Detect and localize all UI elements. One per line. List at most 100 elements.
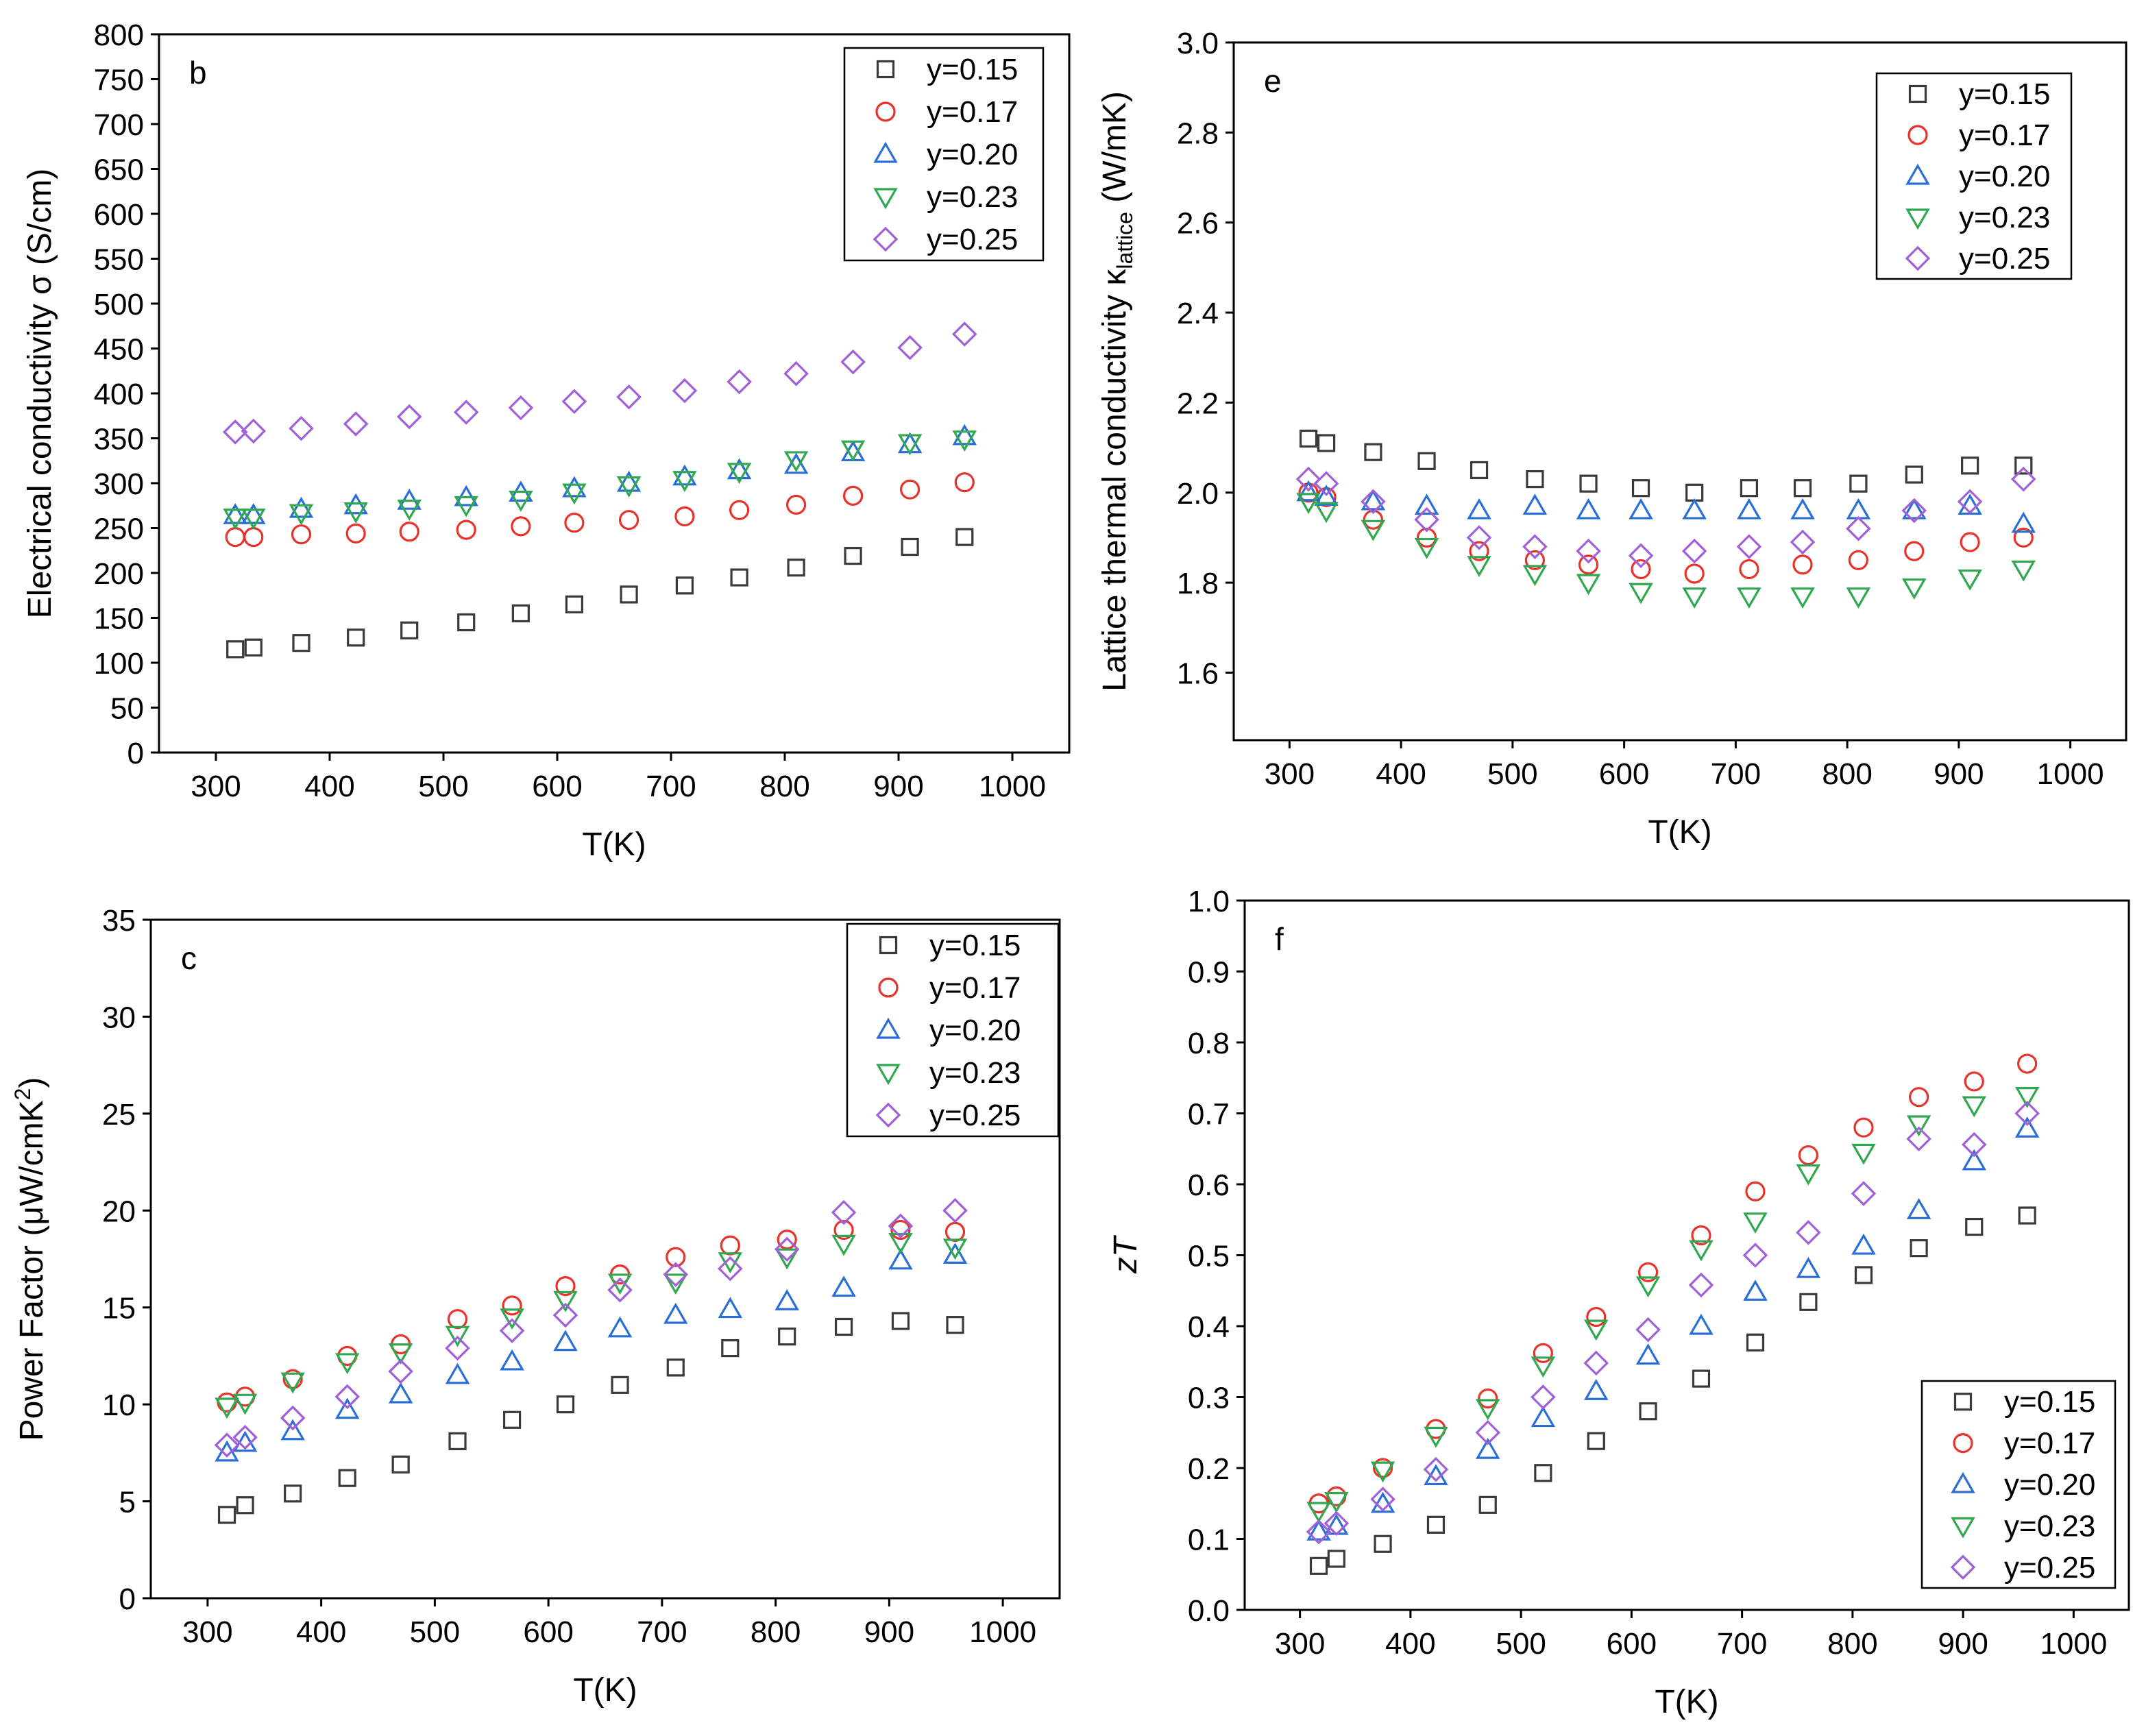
- data-point: [334, 1353, 360, 1375]
- data-point: [1902, 498, 1927, 519]
- data-point: [1522, 534, 1548, 559]
- data-point: [1372, 1458, 1393, 1478]
- data-point: [842, 485, 864, 506]
- data-point: [666, 1358, 685, 1377]
- data-point: [1796, 1256, 1821, 1278]
- data-point: [1629, 498, 1653, 519]
- data-point: [1635, 1317, 1661, 1343]
- series-y=0.25: [214, 1198, 968, 1458]
- legend-label: y=0.23: [929, 1056, 1021, 1090]
- y-tick-label: 1.8: [1177, 567, 1219, 600]
- data-point: [1689, 1240, 1714, 1262]
- y-tick-label: 2.6: [1177, 207, 1219, 241]
- data-point: [391, 1455, 410, 1474]
- legend-marker: [1953, 1393, 1973, 1411]
- data-point: [1361, 489, 1386, 511]
- data-point: [1374, 1535, 1392, 1553]
- data-point: [783, 451, 809, 473]
- data-point: [616, 470, 642, 492]
- data-point: [1306, 1519, 1331, 1541]
- y-tick-label: 0.2: [1188, 1452, 1230, 1486]
- data-point: [901, 537, 919, 557]
- data-point: [1854, 1266, 1873, 1284]
- legend-marker: [876, 1017, 901, 1039]
- data-point: [1531, 1356, 1556, 1378]
- data-point: [448, 1432, 467, 1450]
- data-point: [223, 502, 247, 524]
- data-point: [1681, 538, 1707, 564]
- data-point: [1746, 1333, 1765, 1352]
- data-point: [1961, 1132, 1987, 1158]
- data-point: [1295, 466, 1321, 492]
- data-point: [291, 524, 312, 545]
- data-point: [1576, 498, 1601, 519]
- data-point: [783, 452, 809, 474]
- data-point: [1901, 498, 1927, 524]
- y-tick-label: 1.0: [1188, 885, 1230, 918]
- x-tick-label: 700: [646, 770, 696, 803]
- y-axis-label: zT: [1108, 1234, 1144, 1274]
- legend-label: y=0.23: [2004, 1509, 2095, 1543]
- data-point: [457, 613, 476, 632]
- data-point: [500, 1308, 524, 1330]
- data-point: [663, 1273, 688, 1295]
- data-point: [1849, 474, 1868, 493]
- data-point: [1798, 1145, 1818, 1166]
- data-point: [289, 496, 314, 518]
- y-tick-label: 400: [94, 378, 144, 411]
- y-tick-label: 800: [94, 19, 144, 52]
- data-point: [897, 334, 923, 360]
- series-y=0.15: [226, 528, 974, 659]
- data-point: [1469, 541, 1489, 561]
- data-point: [552, 1302, 578, 1328]
- y-tick-label: 750: [94, 64, 144, 97]
- panel-c: 300 400 500 600 700 800 900 1000 0 5 10 15 20 25 30 35 c…: [10, 904, 1061, 1709]
- data-point: [1466, 525, 1492, 550]
- legend-box: [1921, 1380, 2117, 1589]
- data-point: [1314, 502, 1339, 524]
- data-point: [2011, 560, 2036, 582]
- y-tick-label: 450: [94, 333, 144, 367]
- data-point: [1363, 509, 1384, 530]
- data-point: [672, 378, 698, 404]
- legend-label: y=0.23: [1959, 201, 2050, 234]
- data-point: [214, 1432, 240, 1458]
- data-point: [1960, 532, 1980, 552]
- data-point: [727, 463, 752, 485]
- data-point: [1635, 1276, 1661, 1298]
- data-point: [1361, 519, 1386, 541]
- x-tick-label: 300: [1275, 1627, 1325, 1661]
- series-y=0.20: [215, 1243, 968, 1462]
- data-point: [1790, 498, 1815, 519]
- data-point: [888, 1248, 913, 1270]
- data-point: [730, 568, 748, 587]
- x-tick-label: 300: [191, 770, 241, 803]
- data-point: [844, 547, 862, 565]
- data-point: [775, 1248, 799, 1270]
- data-point: [718, 1297, 743, 1319]
- data-point: [1848, 550, 1868, 570]
- x-tick-label: 800: [1827, 1627, 1877, 1661]
- data-point: [1417, 452, 1436, 470]
- data-point: [1475, 1437, 1500, 1459]
- data-point: [616, 384, 642, 410]
- data-point: [334, 1397, 360, 1419]
- data-point: [1424, 1426, 1448, 1448]
- x-tick-label: 400: [296, 1615, 346, 1649]
- panel-e: 300 400 500 600 700 800 900 1000 1.6 1.8 2.0 2.2 2.4…: [1097, 27, 2127, 851]
- data-point: [511, 604, 530, 623]
- data-point: [562, 483, 587, 505]
- data-point: [1317, 434, 1336, 452]
- data-point: [1846, 498, 1871, 519]
- data-point: [243, 526, 264, 548]
- data-point: [241, 509, 266, 530]
- data-point: [1796, 1164, 1821, 1186]
- data-point: [1957, 489, 1983, 515]
- data-point: [445, 1325, 470, 1347]
- data-point: [2014, 1087, 2040, 1108]
- x-axis-label: T(K): [582, 827, 646, 863]
- data-point: [1684, 563, 1705, 584]
- data-point: [1586, 1306, 1607, 1328]
- data-point: [217, 1506, 236, 1524]
- data-point: [778, 1328, 796, 1346]
